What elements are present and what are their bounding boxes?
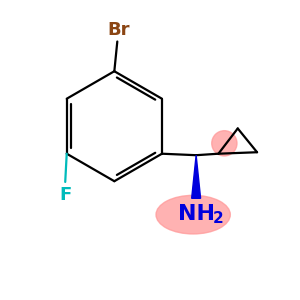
Text: 2: 2 bbox=[212, 211, 223, 226]
Text: Br: Br bbox=[107, 21, 130, 39]
Ellipse shape bbox=[156, 195, 230, 234]
Text: NH: NH bbox=[178, 204, 215, 224]
Ellipse shape bbox=[212, 131, 237, 156]
Polygon shape bbox=[192, 155, 201, 198]
Text: F: F bbox=[59, 185, 71, 203]
